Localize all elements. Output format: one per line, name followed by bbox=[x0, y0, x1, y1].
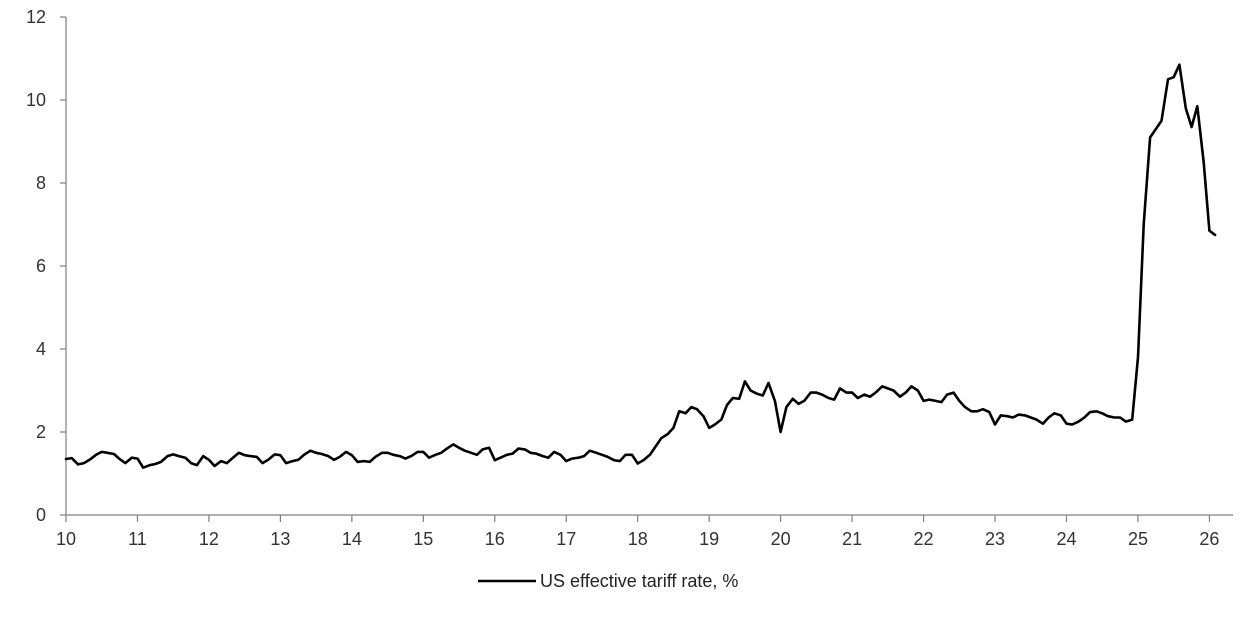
x-tick-label: 11 bbox=[128, 529, 147, 549]
x-tick-label: 17 bbox=[556, 529, 576, 549]
x-tick-label: 12 bbox=[199, 529, 219, 549]
x-tick-label: 19 bbox=[699, 529, 719, 549]
legend: US effective tariff rate, % bbox=[478, 571, 738, 591]
x-tick-label: 18 bbox=[628, 529, 648, 549]
y-tick-label: 6 bbox=[36, 256, 46, 276]
x-tick-label: 26 bbox=[1199, 529, 1219, 549]
x-tick-label: 13 bbox=[270, 529, 290, 549]
y-tick-label: 8 bbox=[36, 173, 46, 193]
x-tick-label: 16 bbox=[485, 529, 505, 549]
x-tick-label: 25 bbox=[1128, 529, 1148, 549]
series-layer bbox=[64, 63, 1217, 469]
y-tick-label: 2 bbox=[36, 422, 46, 442]
x-tick-label: 15 bbox=[413, 529, 433, 549]
series-line bbox=[64, 63, 1217, 469]
x-tick-label: 10 bbox=[56, 529, 76, 549]
x-tick-label: 24 bbox=[1056, 529, 1076, 549]
y-tick-label: 12 bbox=[26, 7, 46, 27]
x-tick-label: 20 bbox=[771, 529, 791, 549]
y-tick-label: 0 bbox=[36, 505, 46, 525]
y-axis: 0 2 4 6 8 10 12 bbox=[26, 7, 67, 525]
x-tick-label: 23 bbox=[985, 529, 1005, 549]
x-axis: 10 11 12 13 14 15 16 17 18 19 20 21 22 23 24 25 26 bbox=[56, 514, 1233, 549]
x-tick-label: 22 bbox=[914, 529, 934, 549]
legend-label: US effective tariff rate, % bbox=[540, 571, 738, 591]
y-tick-label: 10 bbox=[26, 90, 46, 110]
y-tick-label: 4 bbox=[36, 339, 46, 359]
x-tick-label: 21 bbox=[842, 529, 862, 549]
x-tick-label: 14 bbox=[342, 529, 362, 549]
